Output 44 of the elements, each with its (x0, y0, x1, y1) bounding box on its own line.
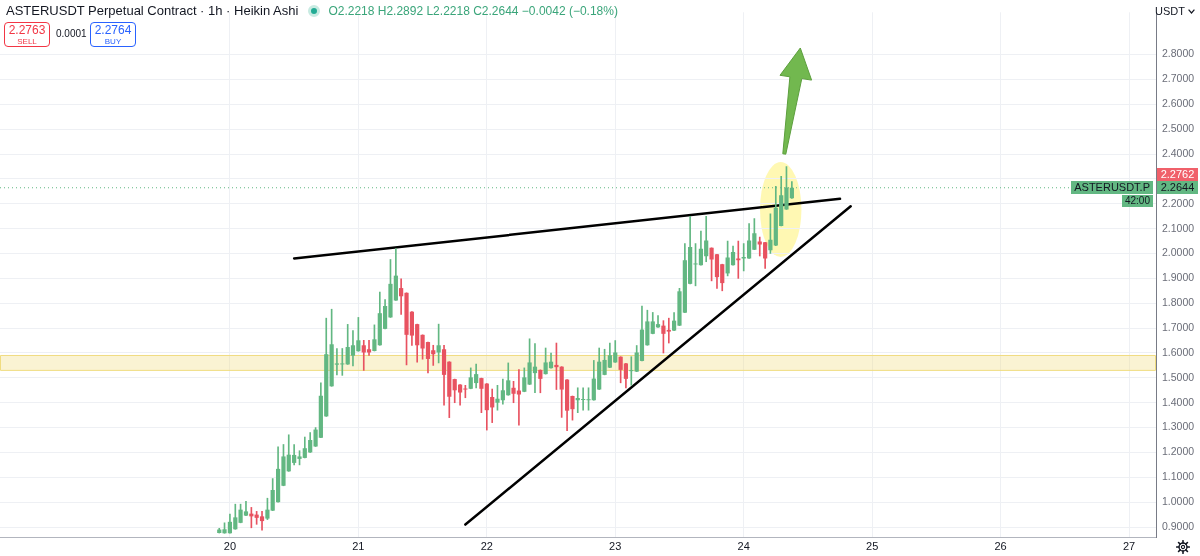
x-tick-label: 22 (480, 539, 493, 552)
y-tick-label: 1.3000 (1162, 420, 1195, 433)
annotation: 2.2764 (93, 23, 133, 37)
annotation: 42:00 (1121, 195, 1153, 208)
buy-button[interactable]: 2.2764 BUY (90, 22, 136, 47)
annotation: SELL (16, 37, 38, 46)
y-tick-label: 1.6000 (1162, 345, 1195, 358)
ref-line-label: ASTERUSDT.P (1071, 181, 1153, 195)
y-tick-label: 1.7000 (1162, 321, 1195, 334)
x-tick-label: 23 (609, 539, 622, 552)
x-tick-label: 24 (737, 539, 750, 552)
sell-button[interactable]: 2.2763 SELL (4, 22, 50, 47)
x-tick-label: 26 (994, 539, 1007, 552)
y-tick-label: 2.7000 (1162, 72, 1195, 85)
y-tick-label: 2.5000 (1162, 122, 1195, 135)
candlestick (629, 356, 634, 386)
y-tick-label: 1.9000 (1162, 271, 1195, 284)
y-tick-label: 1.1000 (1162, 470, 1195, 483)
x-tick-label: 21 (352, 539, 365, 552)
y-axis-title: USDT (1155, 4, 1185, 18)
annotation: BUY (103, 37, 123, 46)
annotation: 2.2763 (7, 23, 47, 37)
annotation: 0.0001 (56, 28, 87, 40)
candlestick (736, 240, 741, 279)
y-tick-label: 2.2000 (1162, 196, 1195, 209)
candlestick (259, 511, 265, 531)
y-tick-label: 2.0000 (1162, 246, 1195, 259)
y-tick-label: 1.4000 (1162, 395, 1195, 408)
x-tick-label: 27 (1122, 539, 1136, 552)
text: 2.2762 (1157, 168, 1198, 182)
x-tick-label: 25 (866, 539, 879, 552)
x-tick-label: 20 (223, 539, 237, 552)
text: 2.2644 (1157, 181, 1198, 195)
y-tick-label: 2.8000 (1162, 47, 1195, 60)
y-tick-label: 0.9000 (1162, 519, 1195, 532)
y-tick-label: 1.0000 (1162, 495, 1195, 508)
y-tick-label: 2.1000 (1162, 221, 1195, 234)
y-tick-label: 1.2000 (1162, 445, 1195, 458)
chart-title: ASTERUSDT Perpetual Contract · 1h · Heikin Ashi (6, 3, 299, 19)
chart-subtitle: O2.2218 H2.2892 L2.2218 C2.2644 −0.0042 (−0.18%) (328, 3, 618, 19)
y-tick-label: 2.4000 (1162, 146, 1195, 159)
y-tick-label: 1.5000 (1162, 370, 1195, 383)
y-tick-label: 2.6000 (1162, 97, 1195, 110)
y-tick-label: 1.8000 (1162, 296, 1195, 309)
